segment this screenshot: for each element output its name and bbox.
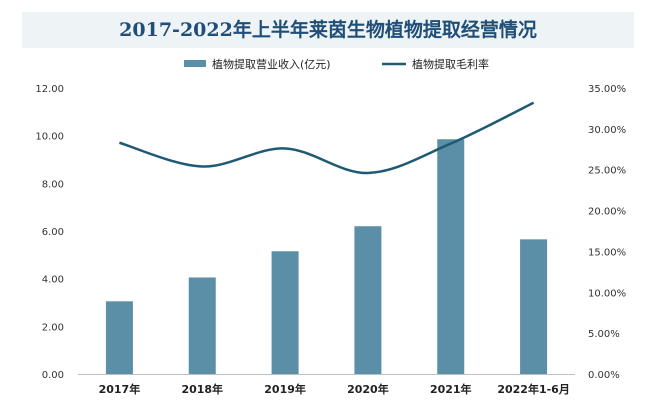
x-tick-label: 2019年 <box>264 382 306 396</box>
x-tick-label: 2020年 <box>347 382 389 396</box>
y-left-tick-label: 12.00 <box>35 84 64 95</box>
x-tick-label: 2018年 <box>181 382 223 396</box>
chart-title: 2017-2022年上半年莱茵生物植物提取经营情况 <box>119 19 537 41</box>
bar <box>354 226 382 374</box>
legend-label-line: 植物提取毛利率 <box>412 57 489 71</box>
x-tick-label: 2017年 <box>99 382 141 396</box>
y-right-tick-label: 10.00% <box>588 288 626 299</box>
y-right-tick-label: 15.00% <box>588 247 626 258</box>
y-left-tick-label: 4.00 <box>42 275 64 286</box>
line-series <box>119 101 535 175</box>
y-left-tick-label: 10.00 <box>35 132 64 143</box>
y-left-tick-label: 0.00 <box>42 370 64 381</box>
bar <box>437 139 465 374</box>
bar <box>520 239 548 374</box>
y-left-tick-label: 6.00 <box>42 227 64 238</box>
y-axis-right: 0.00% 5.00% 10.00% 15.00% 20.00% 25.00% 30.00%… <box>588 84 626 381</box>
x-tick-label: 2022年1-6月 <box>497 382 570 396</box>
y-right-tick-label: 25.00% <box>588 166 626 177</box>
legend-swatch-bar <box>184 60 206 67</box>
y-right-tick-label: 35.00% <box>588 84 626 95</box>
bar <box>271 251 299 374</box>
legend: 植物提取营业收入(亿元) 植物提取毛利率 <box>184 57 489 71</box>
y-axis-left: 0.00 2.00 4.00 6.00 8.00 10.00 12.00 <box>35 84 64 381</box>
x-tick-label: 2021年 <box>430 382 472 396</box>
x-axis: 2017年 2018年 2019年 2020年 2021年 2022年1-6月 <box>78 374 575 396</box>
bar-series <box>105 139 548 374</box>
y-left-tick-label: 2.00 <box>42 322 64 333</box>
bar <box>105 301 133 374</box>
y-right-tick-label: 0.00% <box>588 370 620 381</box>
y-right-tick-label: 5.00% <box>588 329 620 340</box>
title-bar: 2017-2022年上半年莱茵生物植物提取经营情况 <box>22 12 634 48</box>
y-right-tick-label: 20.00% <box>588 207 626 218</box>
y-right-tick-label: 30.00% <box>588 125 626 136</box>
legend-label-bar: 植物提取营业收入(亿元) <box>212 57 331 71</box>
margin-line <box>119 101 535 175</box>
bar <box>188 277 216 374</box>
y-left-tick-label: 8.00 <box>42 179 64 190</box>
